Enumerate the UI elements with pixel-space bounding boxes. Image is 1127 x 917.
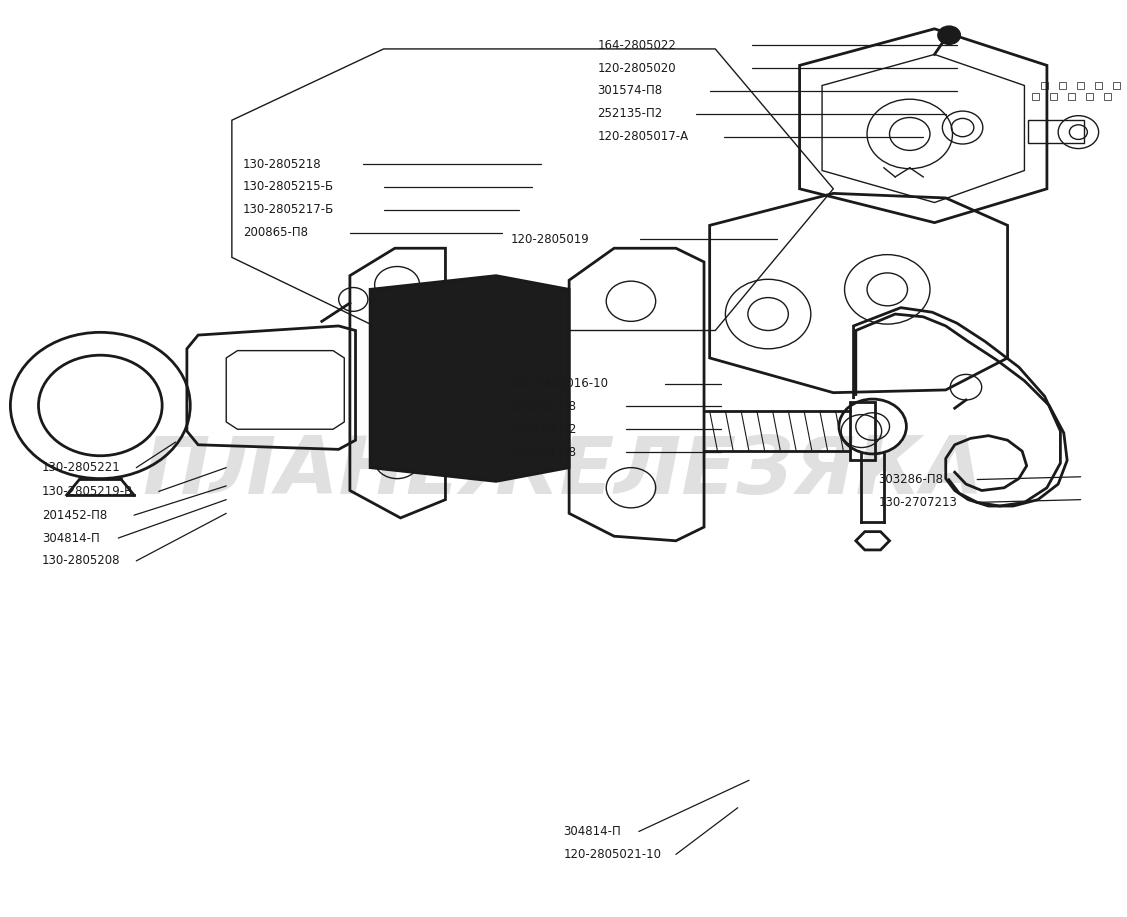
Text: 130-2805217-Б: 130-2805217-Б — [243, 204, 335, 216]
Text: 258084-П8: 258084-П8 — [511, 446, 576, 458]
Text: 250560-П8: 250560-П8 — [511, 400, 576, 413]
Text: 120-2805016-10: 120-2805016-10 — [511, 377, 609, 390]
Text: 120-2805017-А: 120-2805017-А — [597, 130, 689, 143]
Text: 130-2805218: 130-2805218 — [243, 158, 321, 171]
Text: 201452-П8: 201452-П8 — [42, 509, 107, 522]
Text: 304814-П: 304814-П — [42, 532, 99, 545]
Circle shape — [938, 26, 960, 44]
Text: 130-2805219-В: 130-2805219-В — [42, 485, 133, 498]
Text: 130-2805215-Б: 130-2805215-Б — [243, 181, 335, 193]
Text: 120-2805019: 120-2805019 — [511, 233, 589, 246]
Text: 120-2805020: 120-2805020 — [597, 61, 676, 74]
Text: 303286-П8: 303286-П8 — [878, 473, 943, 486]
Text: 130-2805221: 130-2805221 — [42, 461, 121, 474]
Text: 164-2805022: 164-2805022 — [597, 39, 676, 51]
Text: 200865-П8: 200865-П8 — [243, 226, 308, 239]
Polygon shape — [370, 276, 569, 481]
Text: ПЛАНЕЖЕЛЕЗЯКА: ПЛАНЕЖЕЛЕЗЯКА — [143, 433, 984, 511]
Text: 252139-П2: 252139-П2 — [511, 423, 576, 436]
Text: 252135-П2: 252135-П2 — [597, 107, 663, 120]
Text: 130-2707213: 130-2707213 — [878, 496, 957, 509]
Text: 304814-П: 304814-П — [564, 825, 621, 838]
Text: 301574-П8: 301574-П8 — [597, 84, 663, 97]
Text: 130-2805208: 130-2805208 — [42, 555, 121, 568]
Text: 120-2805021-10: 120-2805021-10 — [564, 848, 662, 861]
